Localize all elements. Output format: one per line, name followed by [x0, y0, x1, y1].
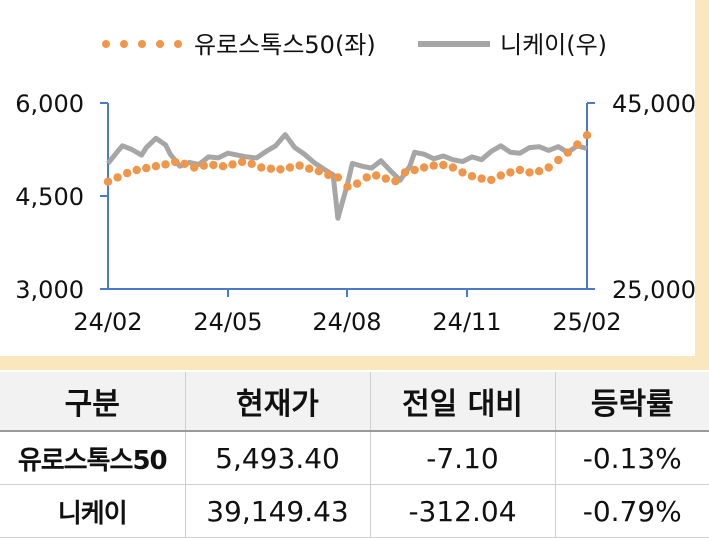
eurostoxx-point — [544, 163, 553, 172]
eurostoxx-point — [429, 161, 438, 170]
eurostoxx-point — [103, 177, 113, 186]
legend-label-eurostoxx: 유로스톡스50(좌) — [194, 31, 376, 59]
change-value: -7.10 — [370, 431, 556, 485]
row-label: 니케이 — [0, 484, 186, 538]
eurostoxx-point — [324, 170, 333, 180]
right-tick-label: 25,000 — [612, 276, 696, 304]
legend-label-nikkei: 니케이(우) — [500, 31, 607, 59]
x-tick-label: 24/02 — [73, 308, 142, 336]
eurostoxx-point — [190, 163, 199, 172]
left-tick-label: 4,500 — [15, 183, 84, 211]
eurostoxx-point — [439, 160, 448, 170]
eurostoxx-point — [391, 176, 400, 186]
eurostoxx-point — [506, 168, 515, 177]
eurostoxx-point — [563, 148, 572, 157]
eurostoxx-point — [305, 164, 314, 173]
change-rate: -0.79% — [555, 484, 709, 538]
eurostoxx-point — [410, 165, 419, 175]
eurostoxx-point — [554, 155, 563, 165]
eurostoxx-point — [285, 163, 295, 172]
eurostoxx-point — [496, 171, 505, 180]
eurostoxx-point — [525, 168, 534, 177]
x-tick-label: 24/11 — [432, 308, 501, 336]
eurostoxx-point — [132, 165, 141, 175]
eurostoxx-point — [400, 168, 410, 177]
quote-table: 구분 현재가 전일 대비 등락률 유로스톡스50 5,493.40 -7.10 … — [0, 372, 709, 538]
eurostoxx-point — [170, 157, 180, 167]
eurostoxx-point — [381, 174, 390, 183]
eurostoxx-point — [362, 173, 371, 182]
change-value: -312.04 — [370, 484, 556, 538]
eurostoxx-point — [247, 159, 256, 168]
table-header-row: 구분 현재가 전일 대비 등락률 — [0, 372, 709, 432]
eurostoxx-point — [515, 165, 525, 175]
eurostoxx-point — [180, 159, 189, 168]
eurostoxx-point — [228, 160, 237, 169]
eurostoxx-point — [218, 162, 228, 171]
eurostoxx-point — [142, 163, 151, 173]
eurostoxx-point — [419, 163, 429, 172]
eurostoxx-point — [199, 161, 208, 170]
table-row: 니케이 39,149.43 -312.04 -0.79% — [0, 484, 709, 538]
eurostoxx-point — [123, 168, 132, 178]
eurostoxx-point — [487, 175, 496, 185]
column-header: 등락률 — [555, 372, 709, 432]
eurostoxx-point — [534, 167, 544, 176]
eurostoxx-point — [372, 171, 381, 180]
eurostoxx-point — [237, 157, 247, 167]
eurostoxx-point — [477, 174, 486, 183]
current-price: 5,493.40 — [185, 431, 371, 485]
eurostoxx-point — [458, 168, 467, 177]
table-row: 유로스톡스50 5,493.40 -7.10 -0.13% — [0, 431, 709, 485]
eurostoxx-point — [161, 160, 170, 169]
legend: 유로스톡스50(좌) 니케이(우) — [102, 31, 607, 59]
eurostoxx-point — [257, 163, 266, 172]
eurostoxx-point — [448, 163, 458, 172]
eurostoxx-point — [266, 164, 276, 173]
eurostoxx-point — [333, 173, 343, 182]
current-price: 39,149.43 — [185, 484, 371, 538]
legend-marker-eurostoxx — [102, 40, 182, 48]
x-tick-label: 24/08 — [312, 308, 381, 336]
eurostoxx-point — [314, 167, 323, 176]
column-header: 전일 대비 — [370, 372, 556, 432]
eurostoxx-point — [151, 162, 161, 171]
eurostoxx-point — [209, 160, 218, 170]
eurostoxx-point — [276, 165, 285, 174]
chart-panel: 유로스톡스50(좌) 니케이(우) 6,000 4,500 3,000 45,0… — [0, 0, 709, 370]
column-header: 현재가 — [185, 372, 371, 432]
left-tick-label: 6,000 — [15, 90, 84, 118]
row-label: 유로스톡스50 — [0, 431, 186, 485]
line-chart: 유로스톡스50(좌) 니케이(우) 6,000 4,500 3,000 45,0… — [0, 0, 696, 356]
eurostoxx-point — [352, 179, 362, 188]
eurostoxx-point — [343, 182, 352, 191]
column-header: 구분 — [0, 372, 186, 432]
eurostoxx-point — [467, 172, 477, 181]
right-tick-label: 45,000 — [612, 90, 696, 118]
eurostoxx-point — [113, 173, 122, 182]
eurostoxx-point — [582, 131, 592, 140]
change-rate: -0.13% — [555, 431, 709, 485]
series-eurostoxx — [103, 131, 592, 191]
x-tick-label: 24/05 — [193, 308, 262, 336]
eurostoxx-point — [295, 161, 304, 170]
eurostoxx-point — [573, 140, 582, 149]
left-tick-label: 3,000 — [15, 276, 84, 304]
x-tick-label: 25/02 — [552, 308, 621, 336]
